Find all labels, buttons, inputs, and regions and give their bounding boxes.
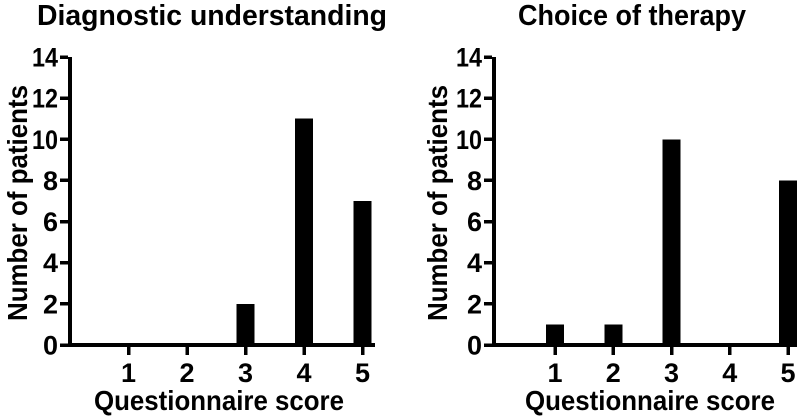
- y-tick-label: 4: [43, 248, 58, 278]
- x-tick-label: 3: [238, 358, 253, 388]
- y-tick-label: 8: [467, 166, 482, 196]
- y-tick-label: 12: [456, 84, 482, 114]
- x-tick-label: 4: [296, 358, 311, 388]
- axis-lines: [68, 57, 375, 347]
- chart-choice-of-therapy: Choice of therapy Number of patients Quest…: [422, 0, 797, 416]
- bar-score-2: [604, 324, 623, 345]
- y-tick-label: 10: [456, 125, 482, 155]
- y-tick-label: 6: [467, 207, 482, 237]
- x-tick-label: 1: [547, 358, 562, 388]
- x-tick-label: 1: [121, 358, 136, 388]
- x-tick-label: 2: [606, 358, 621, 388]
- y-tick-label: 2: [43, 289, 58, 319]
- y-tick-label: 14: [32, 43, 58, 73]
- y-tick-label: 0: [467, 331, 482, 361]
- bar-score-5: [779, 180, 797, 345]
- y-tick-label: 6: [43, 207, 58, 237]
- bar-score-4: [295, 118, 313, 345]
- bar-score-1: [546, 324, 564, 345]
- y-tick-label: 8: [43, 166, 58, 196]
- x-tick-label: 3: [664, 358, 679, 388]
- y-tick-label: 0: [43, 331, 58, 361]
- y-tick-label: 12: [32, 84, 58, 114]
- x-tick-label: 5: [355, 358, 370, 388]
- y-tick-label: 14: [456, 43, 482, 73]
- y-tick-label: 2: [467, 289, 482, 319]
- axis-lines: [492, 57, 797, 347]
- chart-title: Diagnostic understanding: [37, 0, 387, 32]
- x-tick-label: 4: [722, 358, 737, 388]
- bar-score-3: [662, 139, 681, 345]
- bar-score-5: [353, 201, 372, 345]
- x-axis-label: Questionnaire score: [94, 385, 344, 416]
- x-tick-label: 5: [780, 358, 795, 388]
- chart-title: Choice of therapy: [518, 0, 746, 32]
- x-tick-label: 2: [179, 358, 194, 388]
- chart-diagnostic-understanding: Diagnostic understanding Number of patien…: [2, 0, 387, 416]
- y-tick-label: 4: [467, 248, 482, 278]
- y-tick-label: 10: [32, 125, 58, 155]
- bar-score-3: [236, 303, 255, 345]
- x-axis-label: Questionnaire score: [525, 385, 775, 416]
- y-axis-label: Number of patients: [422, 85, 453, 321]
- y-axis-label: Number of patients: [2, 85, 33, 321]
